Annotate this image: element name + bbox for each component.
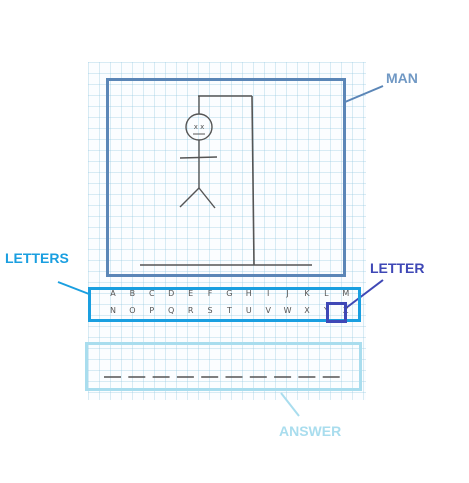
letters-callout: LETTERS [5, 250, 69, 266]
answer-leader [280, 392, 300, 417]
letter-key-n[interactable]: N [110, 306, 116, 315]
letter-key-e[interactable]: E [188, 289, 194, 298]
letter-key-k[interactable]: K [304, 289, 310, 298]
letter-key-a[interactable]: A [110, 289, 116, 298]
letter-key-x[interactable]: X [304, 306, 310, 315]
letter-callout: LETTER [370, 260, 425, 276]
selected-letter-highlight [326, 302, 347, 323]
figure-face: x x [194, 123, 205, 131]
figure-left-leg [179, 187, 200, 208]
gallows-post [251, 95, 255, 266]
letter-key-v[interactable]: V [265, 306, 271, 315]
answer-area [85, 342, 362, 391]
letter-leader [345, 279, 384, 309]
letter-key-c[interactable]: C [149, 289, 155, 298]
man-area [106, 78, 346, 277]
letter-key-d[interactable]: D [168, 289, 175, 298]
answer-callout: ANSWER [279, 423, 342, 439]
letter-key-b[interactable]: B [129, 289, 136, 298]
letter-key-i[interactable]: I [267, 289, 270, 298]
man-leader [344, 85, 384, 103]
letter-key-j[interactable]: J [286, 289, 289, 298]
letters-area [88, 287, 361, 322]
letter-key-g[interactable]: G [226, 289, 233, 298]
letter-key-l[interactable]: L [324, 289, 329, 298]
letter-key-w[interactable]: W [283, 306, 292, 315]
letter-key-s[interactable]: S [207, 306, 213, 315]
letter-key-p[interactable]: P [149, 306, 155, 315]
letter-key-m[interactable]: M [342, 289, 350, 298]
figure-arms [179, 156, 218, 159]
letter-key-r[interactable]: R [187, 306, 194, 315]
letter-key-t[interactable]: T [226, 306, 232, 315]
letter-key-q[interactable]: Q [168, 306, 175, 315]
man-callout: MAN [386, 70, 418, 86]
letter-key-u[interactable]: U [245, 306, 252, 315]
figure-right-leg [198, 187, 216, 209]
letter-key-f[interactable]: F [207, 289, 213, 298]
letters-leader [57, 281, 90, 295]
letter-key-o[interactable]: O [129, 306, 136, 315]
letter-key-h[interactable]: H [245, 289, 252, 298]
